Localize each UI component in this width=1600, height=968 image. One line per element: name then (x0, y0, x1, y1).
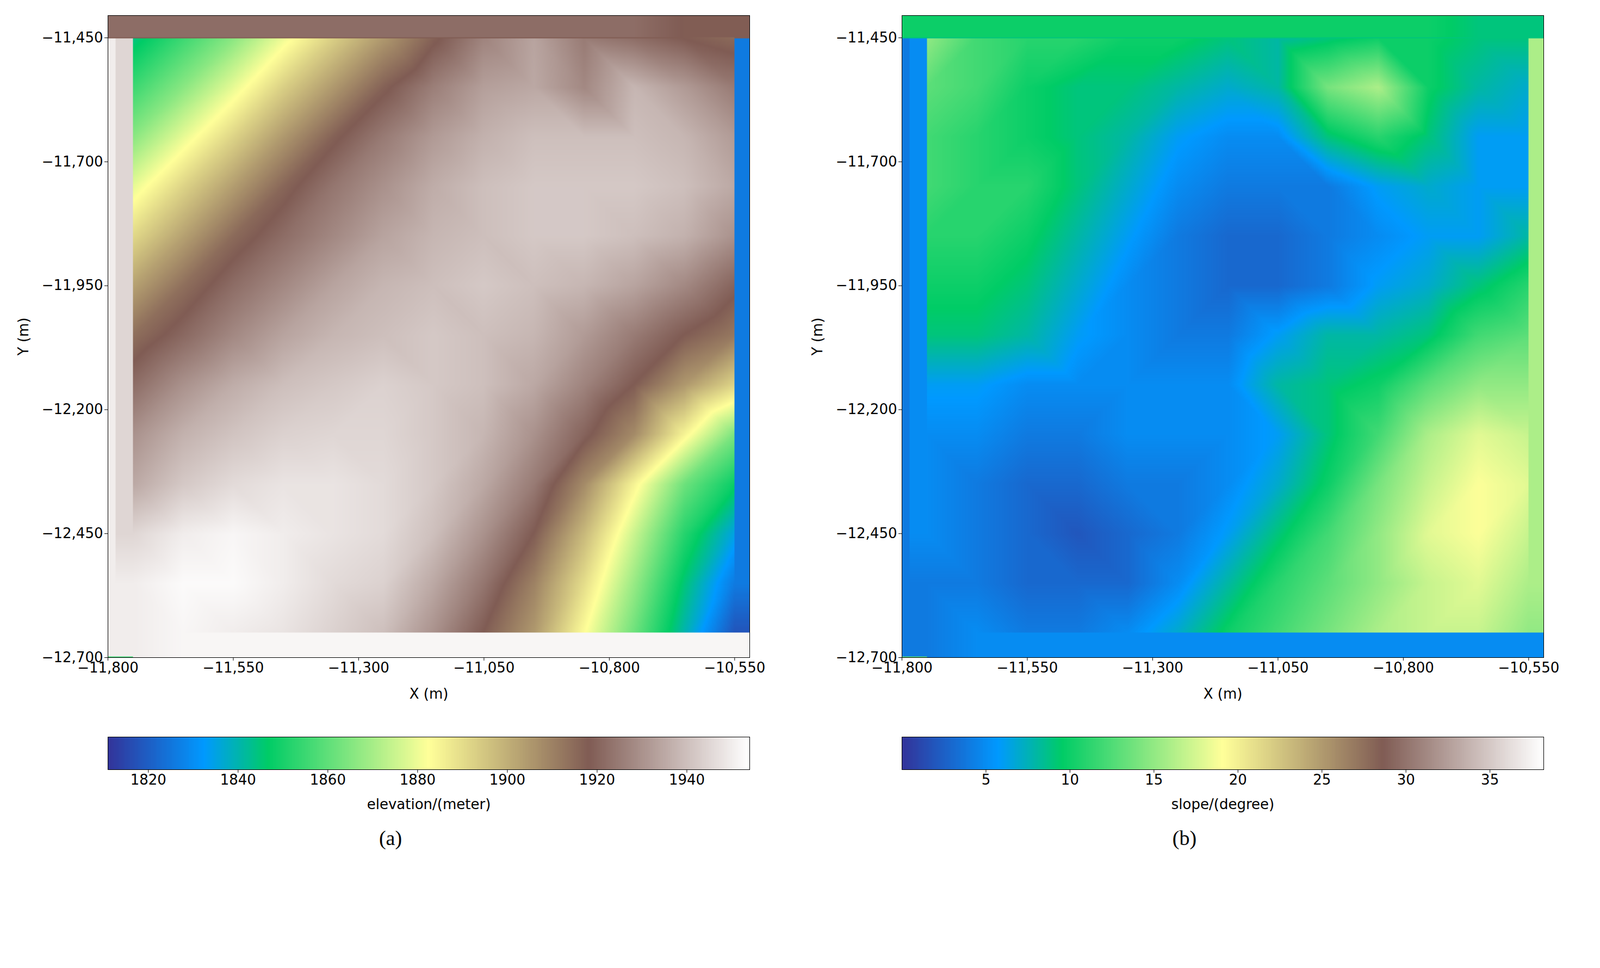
svg-text:−11,800: −11,800 (871, 659, 933, 676)
svg-text:15: 15 (1144, 771, 1163, 788)
svg-text:−12,200: −12,200 (41, 400, 104, 418)
svg-text:−11,300: −11,300 (1121, 659, 1184, 676)
svg-text:1920: 1920 (579, 771, 616, 788)
svg-text:1900: 1900 (489, 771, 526, 788)
svg-text:−12,200: −12,200 (835, 400, 898, 418)
svg-text:5: 5 (981, 771, 991, 788)
svg-text:1940: 1940 (668, 771, 705, 788)
svg-text:−11,300: −11,300 (327, 659, 390, 676)
svg-text:−12,450: −12,450 (41, 524, 104, 542)
svg-text:25: 25 (1312, 771, 1331, 788)
svg-text:−11,050: −11,050 (453, 659, 516, 676)
svg-text:−10,800: −10,800 (578, 659, 641, 676)
svg-text:−11,450: −11,450 (835, 29, 898, 46)
svg-text:10: 10 (1061, 771, 1079, 788)
svg-text:−11,050: −11,050 (1247, 659, 1310, 676)
svg-text:1840: 1840 (220, 771, 257, 788)
svg-text:Y (m): Y (m) (809, 317, 826, 357)
svg-text:X (m): X (m) (409, 685, 449, 702)
svg-text:−10,800: −10,800 (1372, 659, 1435, 676)
svg-text:−10,550: −10,550 (703, 659, 766, 676)
svg-text:elevation/(meter): elevation/(meter) (367, 795, 492, 812)
svg-text:slope/(degree): slope/(degree) (1171, 795, 1275, 812)
svg-text:1860: 1860 (309, 771, 346, 788)
svg-text:1880: 1880 (399, 771, 436, 788)
svg-text:−11,450: −11,450 (41, 29, 104, 46)
svg-text:−11,950: −11,950 (41, 276, 104, 294)
html-text:(a): (a) (379, 826, 402, 849)
svg-text:−11,700: −11,700 (835, 153, 898, 170)
svg-text:20: 20 (1229, 771, 1248, 788)
svg-text:Y (m): Y (m) (15, 317, 32, 357)
svg-text:−11,550: −11,550 (202, 659, 265, 676)
svg-text:1820: 1820 (130, 771, 167, 788)
svg-text:X (m): X (m) (1203, 685, 1243, 702)
svg-text:−10,550: −10,550 (1497, 659, 1560, 676)
svg-text:−11,800: −11,800 (77, 659, 139, 676)
svg-text:−12,700: −12,700 (41, 648, 104, 666)
svg-text:−11,950: −11,950 (835, 276, 898, 294)
svg-text:−11,550: −11,550 (996, 659, 1059, 676)
svg-text:−11,700: −11,700 (41, 153, 104, 170)
svg-text:−12,450: −12,450 (835, 524, 898, 542)
svg-text:30: 30 (1397, 771, 1416, 788)
html-text:(b): (b) (1172, 826, 1197, 849)
svg-text:−12,700: −12,700 (835, 648, 898, 666)
svg-text:35: 35 (1480, 771, 1499, 788)
